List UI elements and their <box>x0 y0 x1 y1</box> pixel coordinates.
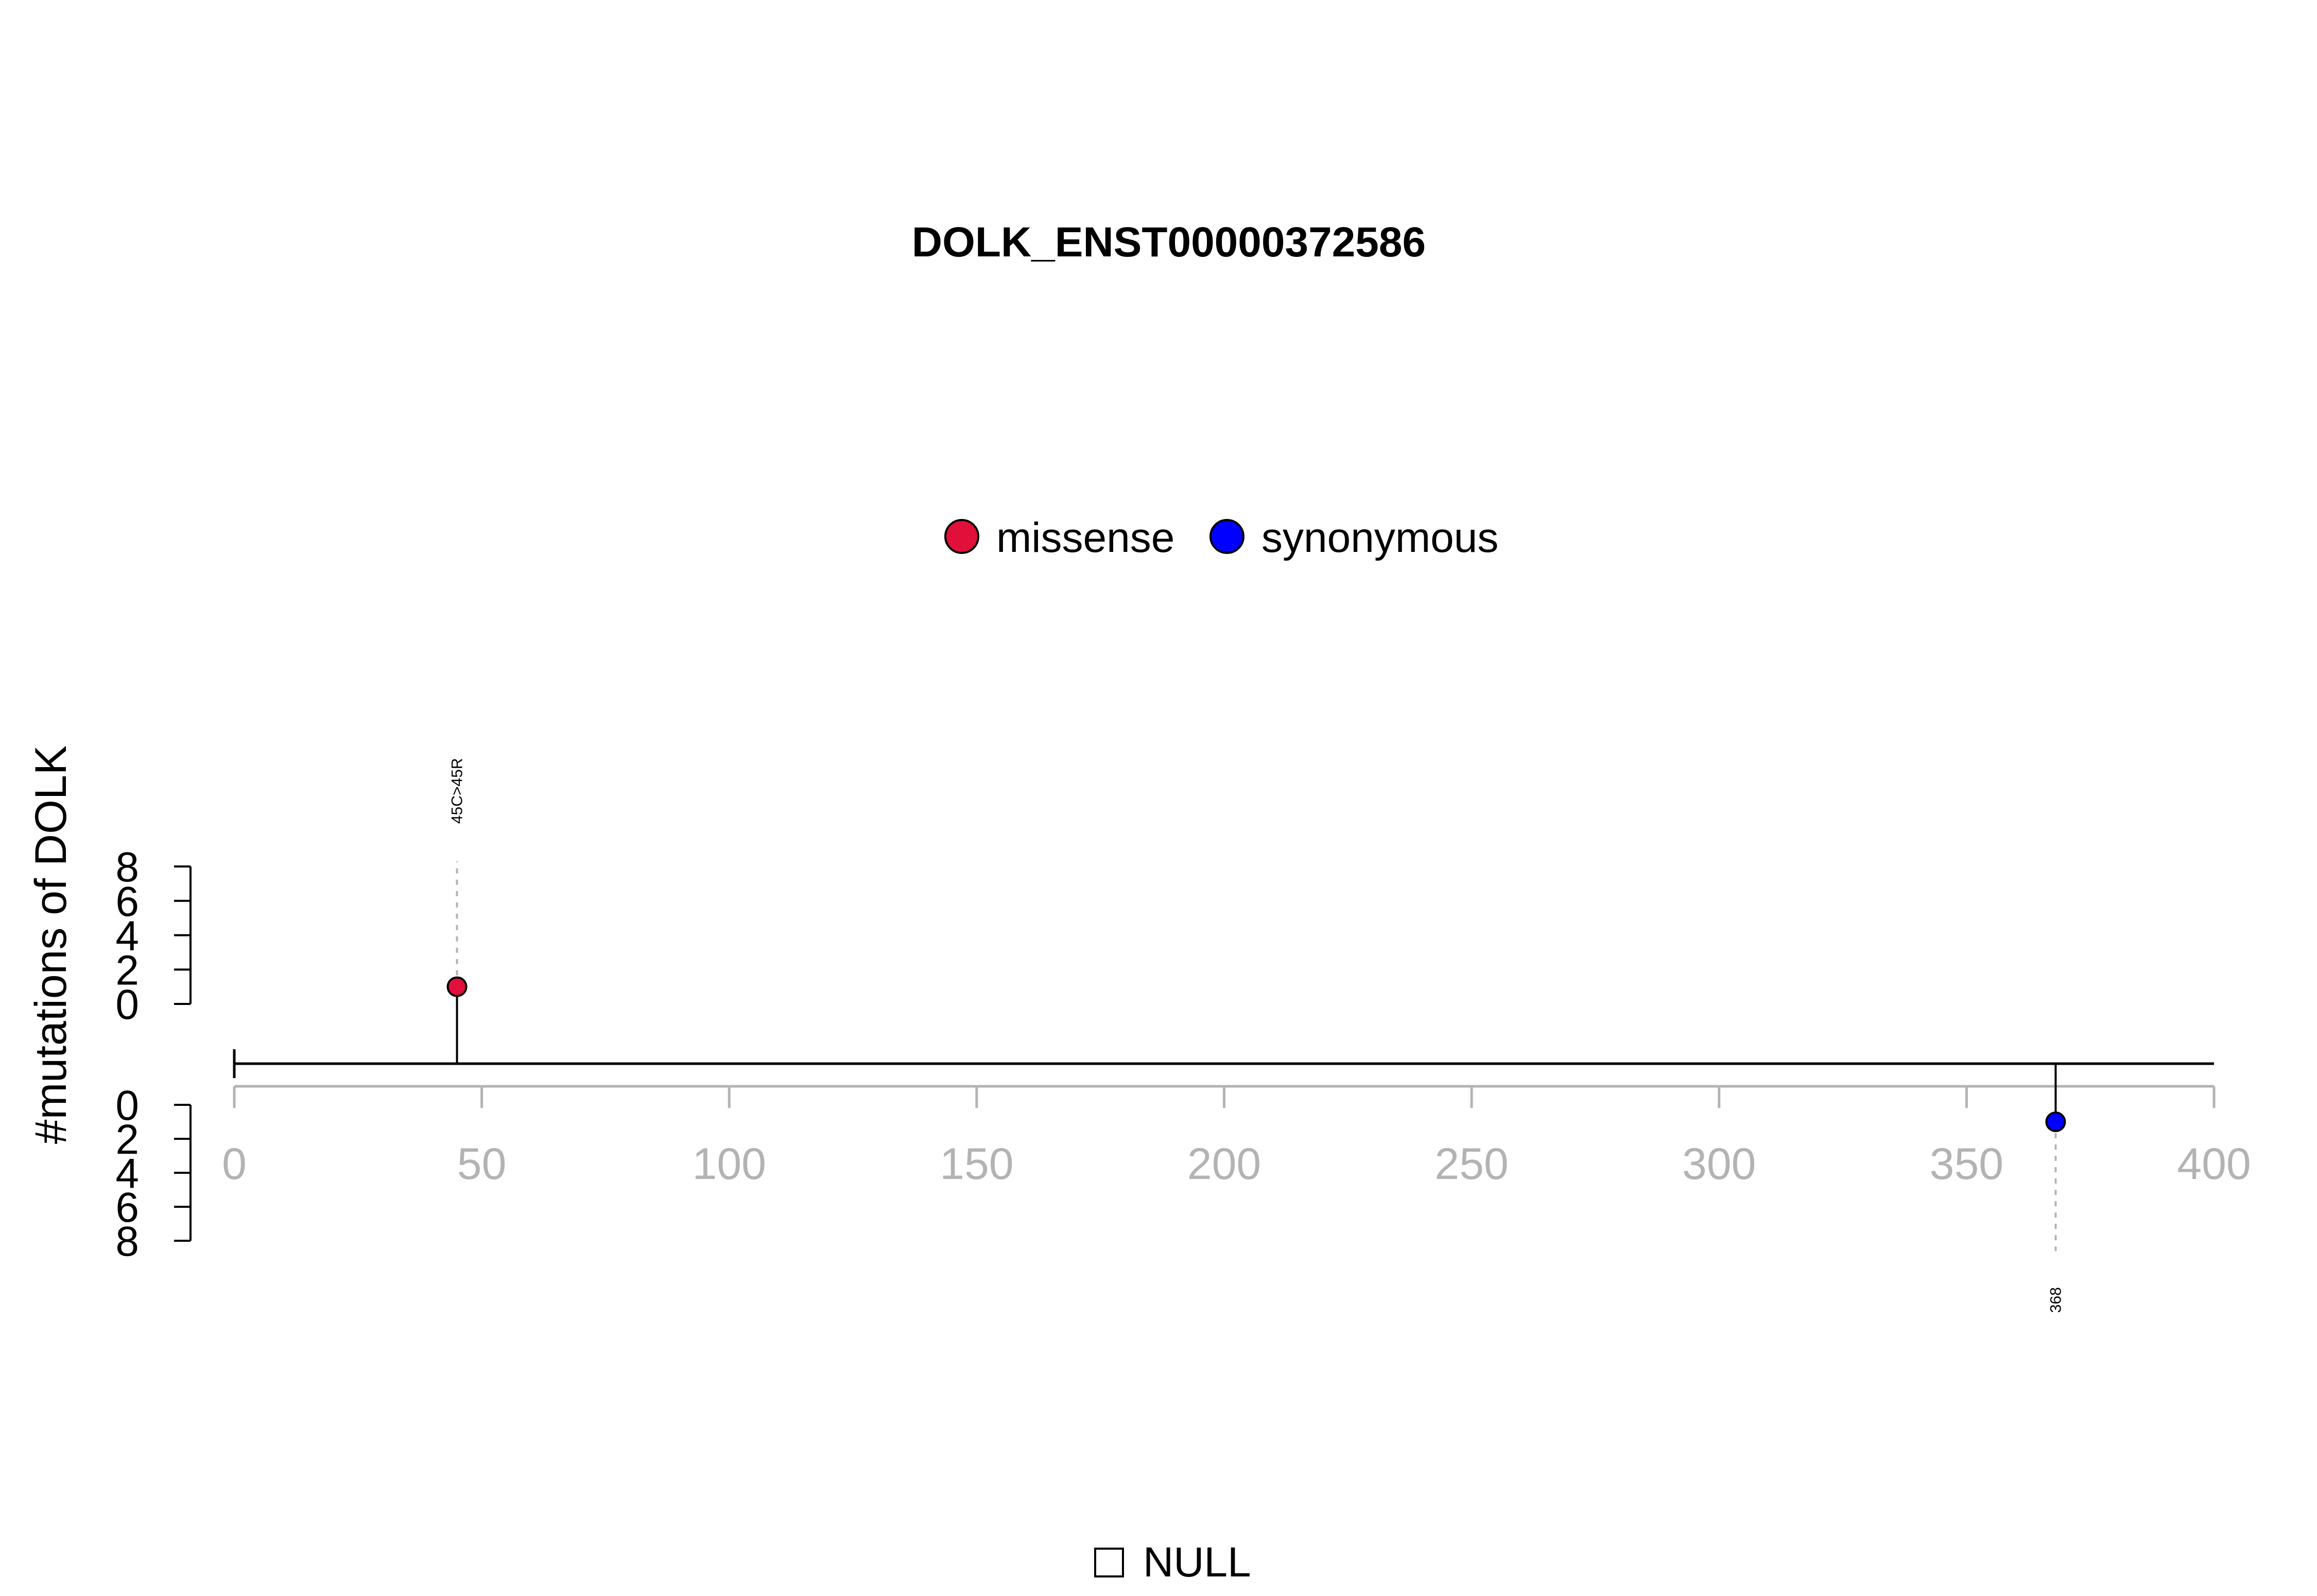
x-axis-tick-label: 100 <box>693 1139 767 1189</box>
mutation-label: 368 <box>2047 1287 2064 1313</box>
legend-label-missense: missense <box>996 514 1174 561</box>
chart-title: DOLK_ENST00000372586 <box>912 219 1426 266</box>
y-axis-bottom-tick-label: 8 <box>115 1218 139 1265</box>
x-axis-tick-label: 200 <box>1187 1139 1261 1189</box>
domain-legend-label: NULL <box>1143 1539 1251 1586</box>
x-axis: 0 50 100 150 200 250 300 350 400 <box>222 1085 2251 1189</box>
mutation-point <box>446 976 468 997</box>
domain-legend: NULL <box>1094 1539 1251 1586</box>
legend-swatch-synonymous <box>1209 519 1244 554</box>
x-axis-tick-label: 50 <box>457 1139 507 1189</box>
y-axis-top-tick-label: 8 <box>115 844 139 891</box>
protein-backbone <box>233 1049 2214 1078</box>
y-axis-top-tick-label: 4 <box>115 913 139 960</box>
y-axis-bottom-tick-label: 4 <box>115 1150 139 1197</box>
y-axis-top-tick-label: 0 <box>115 981 139 1028</box>
mutation-point <box>2045 1112 2066 1132</box>
domain-legend-swatch <box>1094 1548 1124 1577</box>
x-axis-tick-label: 300 <box>1682 1139 1756 1189</box>
y-axis-label: #mutations of DOLK <box>26 745 76 1144</box>
y-axis-bottom-tick-label: 2 <box>115 1116 139 1163</box>
mutations: 45C>45R 368 <box>446 758 2066 1313</box>
legend-label-synonymous: synonymous <box>1261 514 1498 561</box>
x-axis-tick-label: 0 <box>222 1139 247 1189</box>
mutation-missense: 45C>45R <box>446 758 468 1064</box>
y-axis-top-tick-label: 2 <box>115 947 139 994</box>
legend: missense synonymous <box>944 514 1498 561</box>
y-axis-top-tick-label: 6 <box>115 878 139 925</box>
mutation-label: 45C>45R <box>449 758 466 824</box>
x-axis-tick-label: 150 <box>940 1139 1014 1189</box>
x-axis-tick-label: 350 <box>1930 1139 2004 1189</box>
y-axis-bottom-tick-label: 0 <box>115 1082 139 1129</box>
legend-swatch-missense <box>944 519 979 554</box>
x-axis-tick-label: 400 <box>2177 1139 2251 1189</box>
x-axis-tick-label: 250 <box>1434 1139 1509 1189</box>
mutation-synonymous: 368 <box>2045 1064 2066 1313</box>
y-axis-bottom-tick-label: 6 <box>115 1184 139 1231</box>
